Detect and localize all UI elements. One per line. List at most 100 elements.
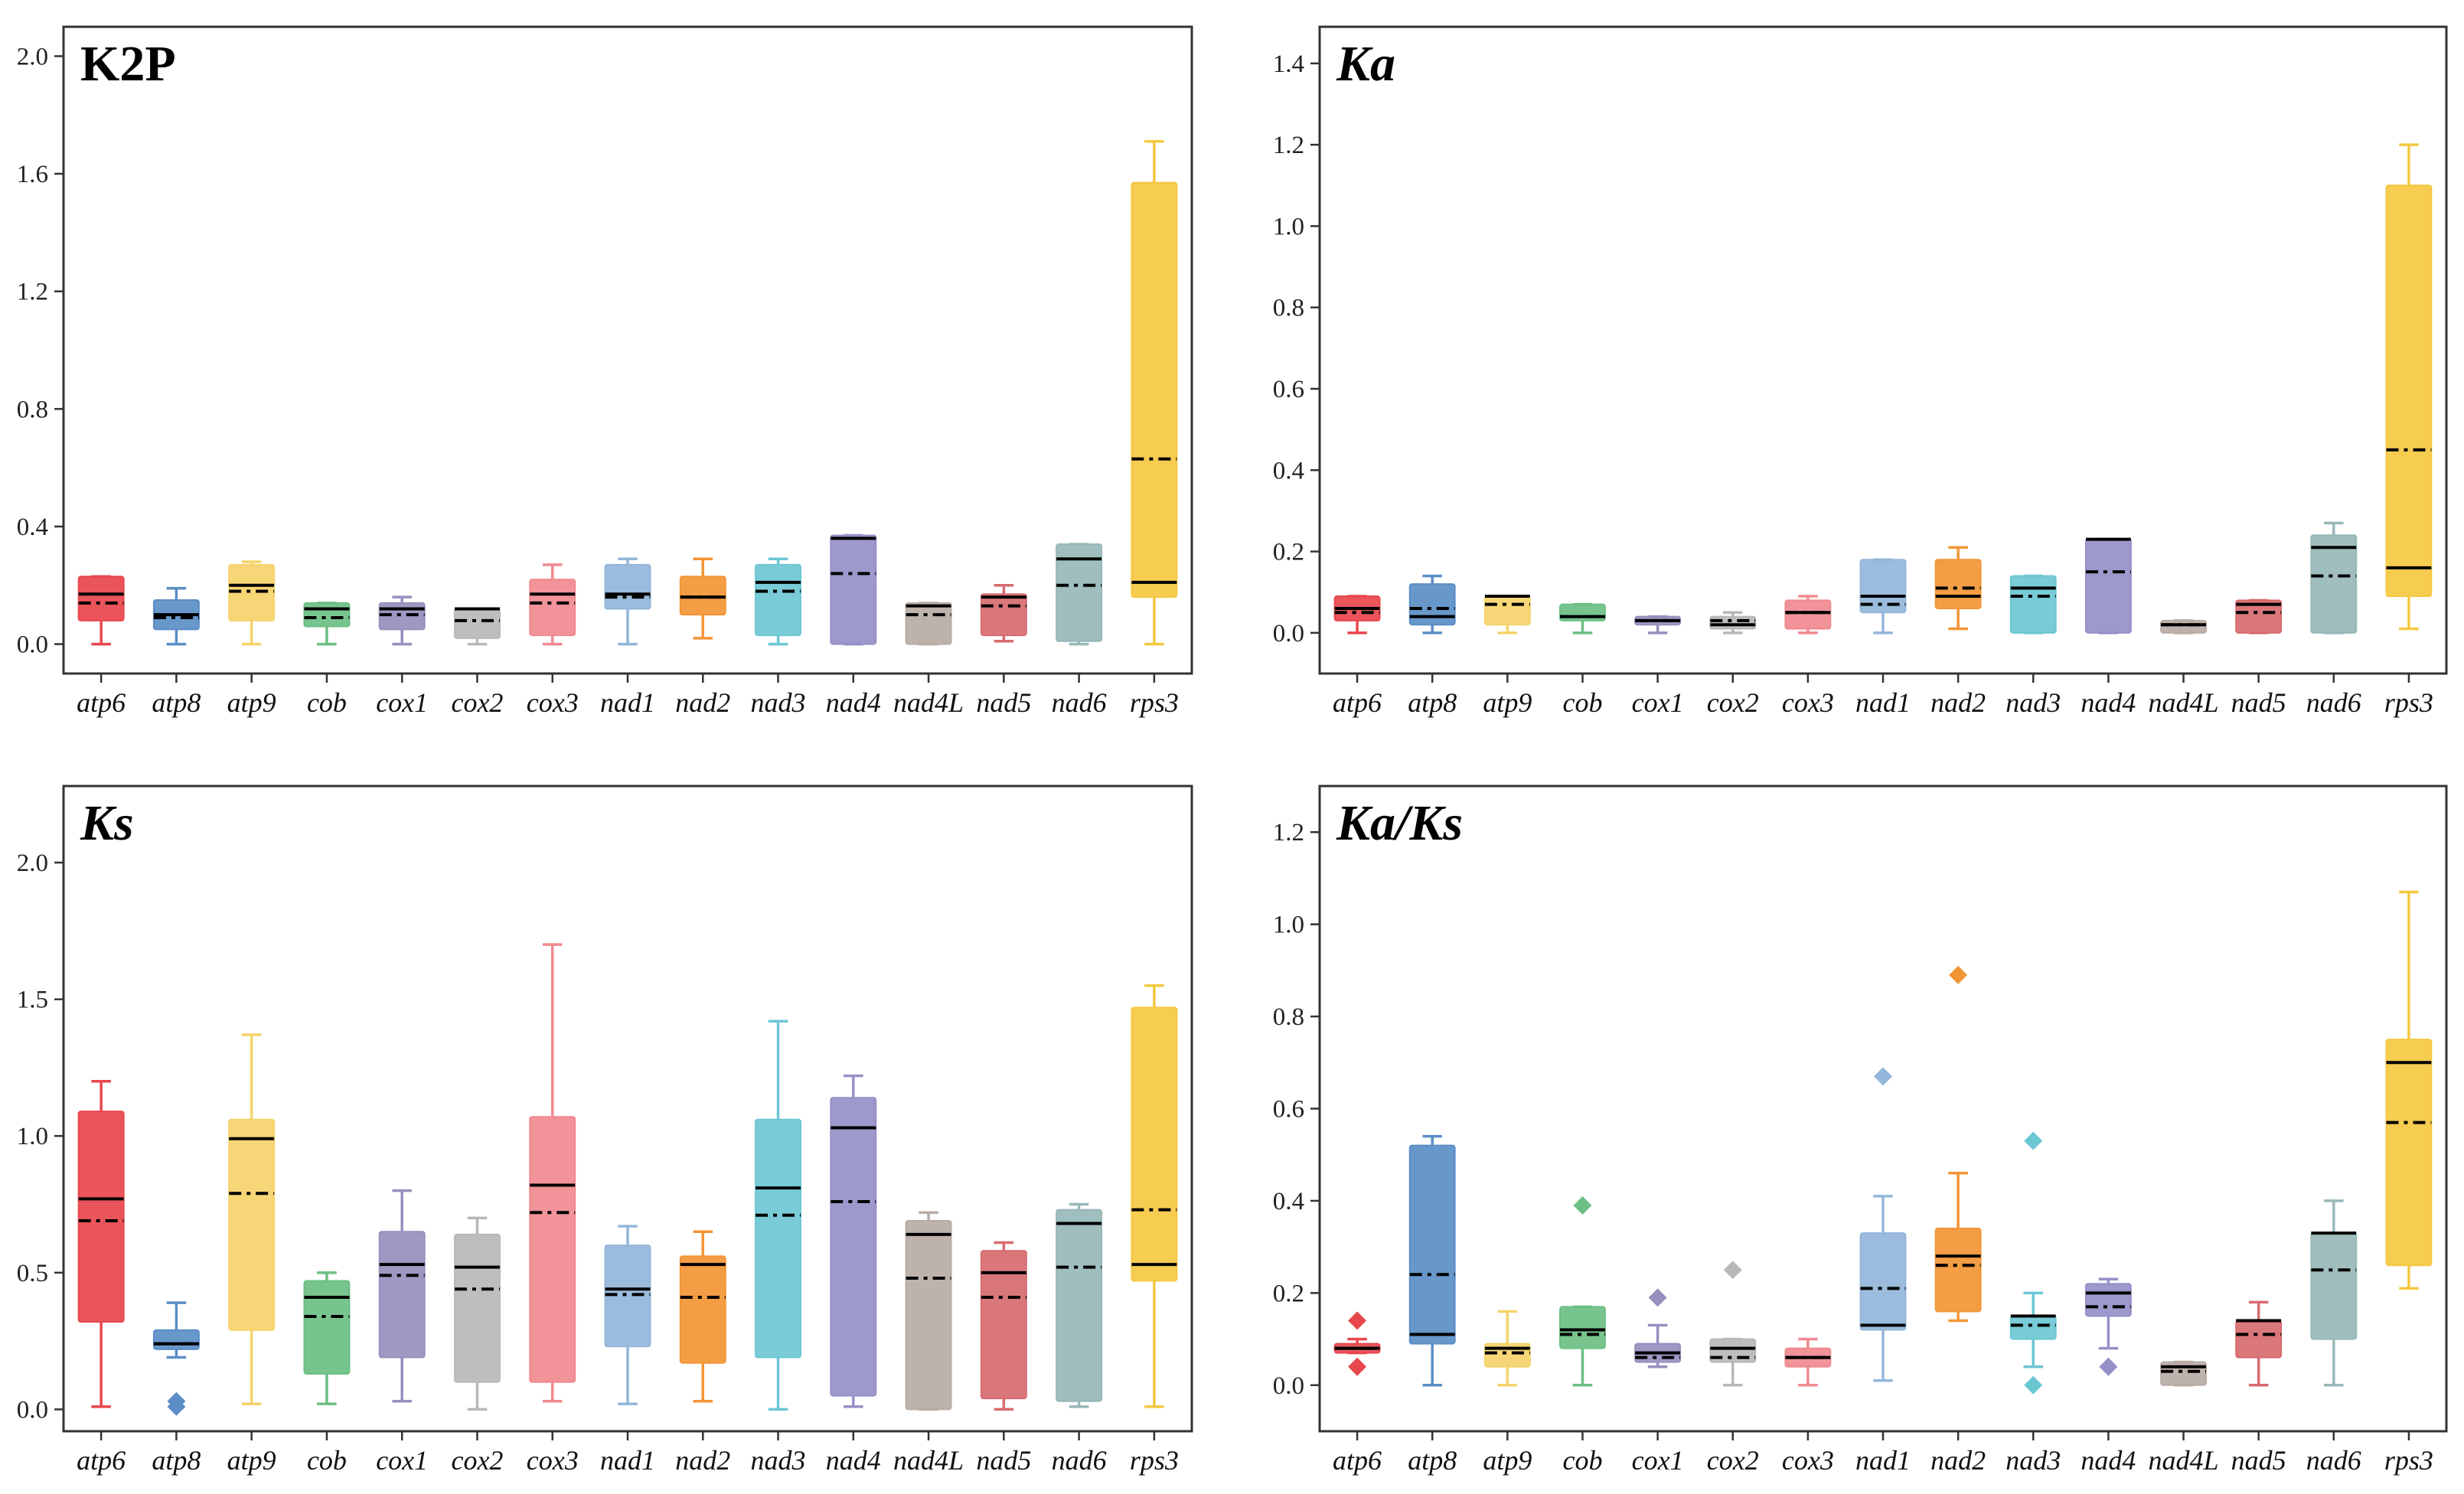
y-tick-label: 1.6	[17, 161, 48, 188]
box-cox1: cox1	[376, 595, 428, 718]
y-tick-label: 0.4	[1273, 457, 1304, 484]
box-cob: cob	[303, 602, 351, 718]
box-cob: cob	[1559, 1196, 1606, 1476]
iqr-box	[980, 593, 1027, 637]
box-atp9: atp9	[1483, 1310, 1532, 1476]
iqr-box	[905, 1219, 952, 1411]
box-nad6: nad6	[2306, 521, 2361, 718]
iqr-box	[980, 1250, 1027, 1400]
x-tick-label: nad5	[2231, 687, 2286, 718]
box-nad1: nad1	[1855, 1067, 1911, 1476]
x-tick-label: nad1	[1855, 687, 1911, 718]
y-tick-label: 1.0	[17, 1123, 48, 1150]
x-tick-label: nad4	[826, 687, 881, 718]
panel-title: Ka	[1336, 36, 1395, 92]
x-tick-label: nad2	[675, 1445, 730, 1476]
box-atp8: atp8	[152, 586, 201, 718]
box-nad4: nad4	[826, 533, 881, 718]
box-atp9: atp9	[227, 560, 276, 718]
x-tick-label: nad4L	[893, 1445, 964, 1476]
x-tick-label: nad5	[976, 1445, 1031, 1476]
x-tick-label: cox1	[376, 1445, 428, 1476]
box-cox2: cox2	[451, 1216, 503, 1476]
y-tick-label: 0.0	[17, 1396, 48, 1424]
box-cox3: cox3	[1782, 595, 1834, 718]
panel-title: Ka/Ks	[1336, 795, 1463, 851]
box-atp6: atp6	[77, 1080, 126, 1476]
x-tick-label: nad5	[976, 687, 1031, 718]
x-tick-label: nad6	[2306, 1445, 2361, 1476]
iqr-box	[1934, 559, 1982, 609]
iqr-box	[2084, 1283, 2132, 1317]
y-tick-label: 2.0	[17, 850, 48, 877]
box-cox3: cox3	[527, 563, 579, 718]
x-tick-label: nad1	[600, 687, 655, 718]
iqr-box	[1408, 583, 1456, 626]
y-tick-label: 0.8	[17, 396, 48, 423]
panel-title: Ks	[80, 795, 134, 851]
box-nad1: nad1	[1855, 558, 1911, 718]
x-tick-label: nad1	[600, 1445, 655, 1476]
x-tick-label: nad2	[1930, 687, 1986, 718]
x-tick-label: nad4	[826, 1445, 881, 1476]
box-atp9: atp9	[227, 1033, 276, 1476]
x-tick-label: atp8	[1408, 687, 1457, 718]
iqr-box	[1859, 1232, 1907, 1331]
iqr-box	[2084, 538, 2132, 634]
x-tick-label: atp8	[152, 1445, 201, 1476]
x-tick-label: rps3	[2384, 687, 2433, 718]
panel-1: 0.0 0.2 0.4 0.6 0.8 1.0 1.2 1.4 Ka atp6 atp8 atp9 co…	[1273, 25, 2448, 718]
iqr-box	[529, 1116, 576, 1383]
outlier-point	[1723, 1261, 1742, 1280]
outlier-point	[1348, 1357, 1367, 1376]
y-tick-label: 0.4	[17, 514, 48, 541]
box-cox2: cox2	[1707, 1261, 1759, 1476]
box-nad5: nad5	[2231, 1300, 2286, 1476]
x-tick-label: nad3	[751, 687, 806, 718]
y-tick-label: 0.5	[17, 1260, 48, 1287]
outlier-point	[1949, 965, 1968, 984]
box-cox1: cox1	[1632, 615, 1684, 718]
x-tick-label: atp6	[77, 1445, 126, 1476]
box-nad2: nad2	[675, 1230, 730, 1476]
x-tick-label: cob	[307, 687, 347, 718]
iqr-box	[830, 534, 877, 645]
y-tick-label: 0.0	[17, 631, 48, 659]
x-tick-label: cox3	[527, 687, 579, 718]
iqr-box	[2235, 1319, 2283, 1359]
y-tick-label: 0.8	[1273, 1003, 1304, 1031]
iqr-box	[152, 1329, 200, 1350]
outlier-point	[2024, 1375, 2043, 1395]
box-atp8: atp8	[1408, 574, 1457, 718]
iqr-box	[303, 602, 351, 628]
x-tick-label: cox1	[1632, 687, 1684, 718]
x-tick-label: nad1	[1855, 1445, 1911, 1476]
y-tick-label: 1.2	[1273, 819, 1304, 846]
x-tick-label: cob	[307, 1445, 347, 1476]
x-tick-label: atp6	[77, 687, 126, 718]
iqr-box	[2160, 619, 2207, 634]
iqr-box	[679, 1255, 726, 1364]
iqr-box	[604, 563, 651, 610]
iqr-box	[228, 1118, 276, 1331]
x-tick-label: nad5	[2231, 1445, 2286, 1476]
x-tick-label: nad4	[2081, 687, 2136, 718]
iqr-box	[1408, 1144, 1456, 1345]
box-cox2: cox2	[1707, 611, 1759, 718]
x-tick-label: cob	[1562, 1445, 1602, 1476]
y-tick-label: 0.4	[1273, 1188, 1304, 1215]
y-tick-label: 0.6	[1273, 1096, 1304, 1124]
box-nad1: nad1	[600, 1225, 655, 1476]
x-tick-label: atp9	[227, 687, 276, 718]
box-nad3: nad3	[751, 1019, 806, 1476]
y-tick-label: 1.5	[17, 987, 48, 1014]
x-tick-label: nad6	[1052, 687, 1107, 718]
x-tick-label: nad3	[751, 1445, 806, 1476]
box-nad2: nad2	[1930, 546, 1986, 718]
box-rps3: rps3	[1130, 984, 1179, 1476]
x-tick-label: nad2	[1930, 1445, 1986, 1476]
box-atp6: atp6	[1333, 595, 1382, 718]
iqr-box	[1784, 599, 1832, 630]
box-nad4L: nad4L	[2149, 619, 2219, 718]
